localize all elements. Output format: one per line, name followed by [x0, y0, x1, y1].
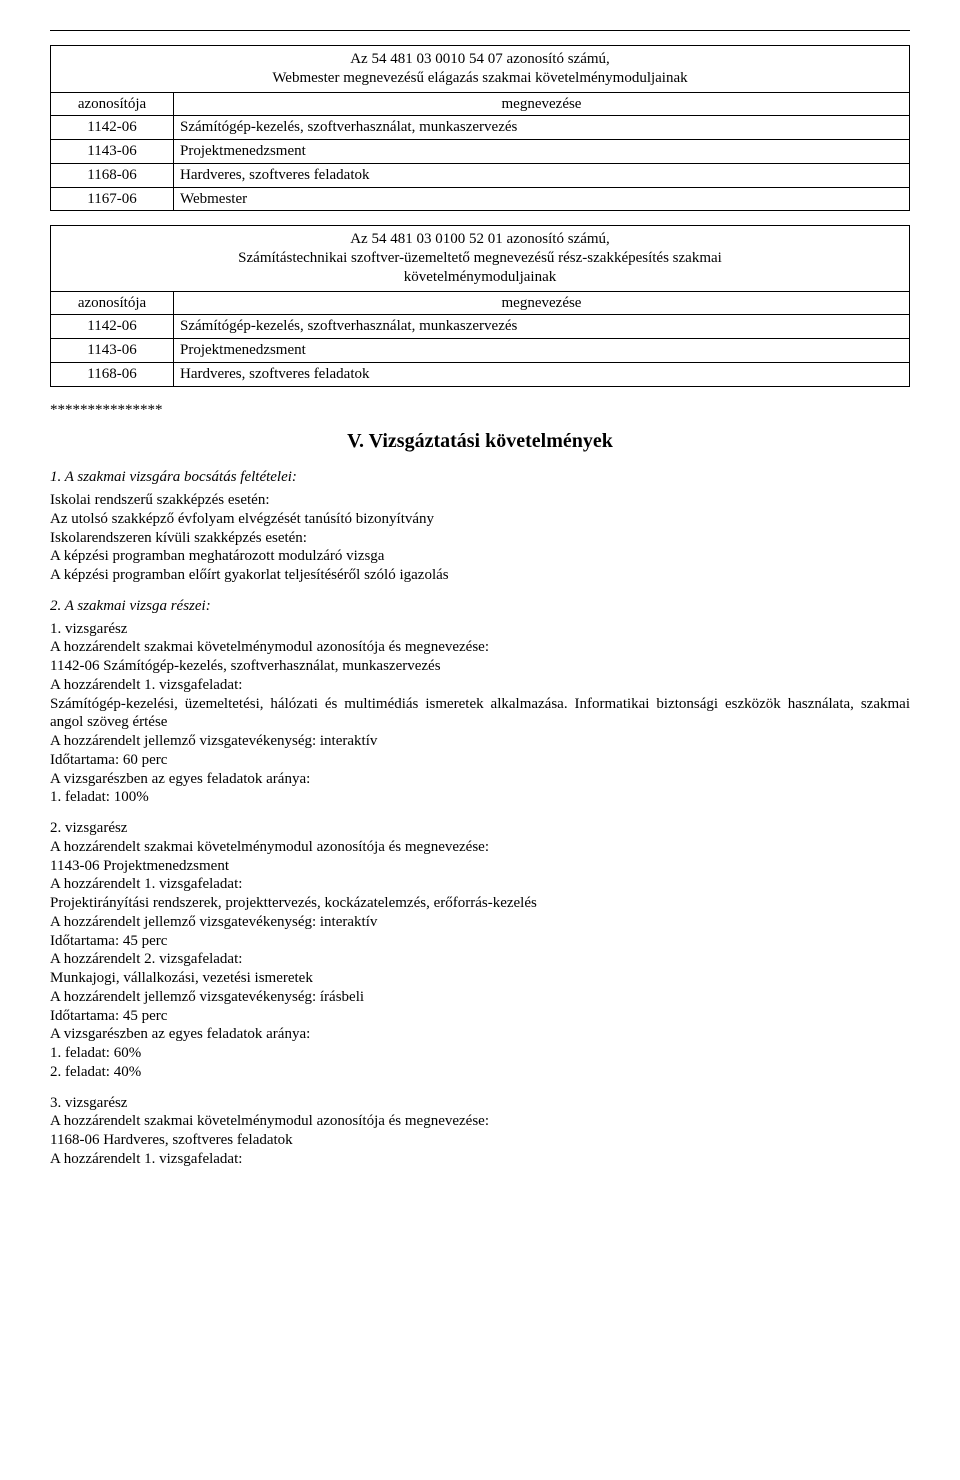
s1-l3: Iskolarendszeren kívüli szakképzés eseté…	[50, 529, 910, 548]
s2-p1-l7: Időtartama: 60 perc	[50, 751, 910, 770]
table1-title-line2: Webmester megnevezésű elágazás szakmai k…	[272, 70, 687, 86]
table2: Az 54 481 03 0100 52 01 azonosító számú,…	[50, 225, 910, 386]
table-row: 1143-06 Projektmenedzsment	[51, 140, 910, 164]
s2-p3-block: 3. vizsgarész A hozzárendelt szakmai köv…	[50, 1094, 910, 1169]
table1-row0-id: 1142-06	[51, 116, 174, 140]
s2-p2-l8: A hozzárendelt 2. vizsgafeladat:	[50, 950, 910, 969]
table2-title-line2: Számítástechnikai szoftver-üzemeltető me…	[238, 250, 722, 266]
table1-row3-name: Webmester	[174, 187, 910, 211]
stars-divider: ***************	[50, 401, 910, 420]
s2-p2-l11: Időtartama: 45 perc	[50, 1007, 910, 1026]
table-row: 1167-06 Webmester	[51, 187, 910, 211]
s2-p2-l13: 1. feladat: 60%	[50, 1044, 910, 1063]
s2-p3-l2: A hozzárendelt szakmai követelménymodul …	[50, 1112, 910, 1131]
s2-p1-l9: 1. feladat: 100%	[50, 788, 910, 807]
s2-p2-l5: Projektirányítási rendszerek, projektter…	[50, 894, 910, 913]
s1-heading: 1. A szakmai vizsgára bocsátás feltétele…	[50, 468, 910, 487]
s2-p1-l2: A hozzárendelt szakmai követelménymodul …	[50, 638, 910, 657]
table1-row1-id: 1143-06	[51, 140, 174, 164]
s1-l2: Az utolsó szakképző évfolyam elvégzését …	[50, 510, 910, 529]
s2-p1-l1: 1. vizsgarész	[50, 620, 910, 639]
s2-p1-l8: A vizsgarészben az egyes feladatok arány…	[50, 770, 910, 789]
s2-p3-l1: 3. vizsgarész	[50, 1094, 910, 1113]
table1-row2-name: Hardveres, szoftveres feladatok	[174, 163, 910, 187]
s2-p2-l14: 2. feladat: 40%	[50, 1063, 910, 1082]
table2-row1-name: Projektmenedzsment	[174, 339, 910, 363]
s2-p2-block: 2. vizsgarész A hozzárendelt szakmai köv…	[50, 819, 910, 1082]
s2-p2-l12: A vizsgarészben az egyes feladatok arány…	[50, 1025, 910, 1044]
s1-l5: A képzési programban előírt gyakorlat te…	[50, 566, 910, 585]
s2-p1-l6: A hozzárendelt jellemző vizsgatevékenysé…	[50, 732, 910, 751]
table2-title-line3: követelménymoduljainak	[404, 269, 556, 285]
s2-p1-block: 1. vizsgarész A hozzárendelt szakmai köv…	[50, 620, 910, 808]
table1-title-cell: Az 54 481 03 0010 54 07 azonosító számú,…	[51, 46, 910, 93]
table1-title-line1: Az 54 481 03 0010 54 07 azonosító számú,	[350, 51, 610, 67]
table2-title-cell: Az 54 481 03 0100 52 01 azonosító számú,…	[51, 226, 910, 291]
s2-heading: 2. A szakmai vizsga részei:	[50, 597, 910, 616]
s2-p2-l1: 2. vizsgarész	[50, 819, 910, 838]
table1-row1-name: Projektmenedzsment	[174, 140, 910, 164]
s1-block: Iskolai rendszerű szakképzés esetén: Az …	[50, 491, 910, 585]
section-heading: V. Vizsgáztatási követelmények	[50, 429, 910, 454]
s2-p2-l7: Időtartama: 45 perc	[50, 932, 910, 951]
table1: Az 54 481 03 0010 54 07 azonosító számú,…	[50, 45, 910, 211]
table1-col-name: megnevezése	[174, 92, 910, 116]
table2-col-name: megnevezése	[174, 291, 910, 315]
table1-col-id: azonosítója	[51, 92, 174, 116]
table2-title-line1: Az 54 481 03 0100 52 01 azonosító számú,	[350, 231, 610, 247]
s2-p2-l2: A hozzárendelt szakmai követelménymodul …	[50, 838, 910, 857]
table2-row1-id: 1143-06	[51, 339, 174, 363]
s2-p1-l3: 1142-06 Számítógép-kezelés, szoftverhasz…	[50, 657, 910, 676]
s2-p2-l10: A hozzárendelt jellemző vizsgatevékenysé…	[50, 988, 910, 1007]
s2-p2-l4: A hozzárendelt 1. vizsgafeladat:	[50, 875, 910, 894]
s2-p2-l6: A hozzárendelt jellemző vizsgatevékenysé…	[50, 913, 910, 932]
table2-row2-id: 1168-06	[51, 362, 174, 386]
table2-title-row: Az 54 481 03 0100 52 01 azonosító számú,…	[51, 226, 910, 291]
table-row: 1143-06 Projektmenedzsment	[51, 339, 910, 363]
table-row: 1168-06 Hardveres, szoftveres feladatok	[51, 163, 910, 187]
top-rule	[50, 30, 910, 31]
table-row: 1142-06 Számítógép-kezelés, szoftverhasz…	[51, 315, 910, 339]
s2-p2-l9: Munkajogi, vállalkozási, vezetési ismere…	[50, 969, 910, 988]
table2-row0-id: 1142-06	[51, 315, 174, 339]
table-row: 1142-06 Számítógép-kezelés, szoftverhasz…	[51, 116, 910, 140]
table2-row2-name: Hardveres, szoftveres feladatok	[174, 362, 910, 386]
s2-p1-l4: A hozzárendelt 1. vizsgafeladat:	[50, 676, 910, 695]
table2-col-id: azonosítója	[51, 291, 174, 315]
s2-p1-l5: Számítógép-kezelési, üzemeltetési, hálóz…	[50, 695, 910, 733]
s2-p3-l3: 1168-06 Hardveres, szoftveres feladatok	[50, 1131, 910, 1150]
s2-p2-l3: 1143-06 Projektmenedzsment	[50, 857, 910, 876]
table1-title-row: Az 54 481 03 0010 54 07 azonosító számú,…	[51, 46, 910, 93]
table2-row0-name: Számítógép-kezelés, szoftverhasználat, m…	[174, 315, 910, 339]
table2-header-row: azonosítója megnevezése	[51, 291, 910, 315]
s1-l4: A képzési programban meghatározott modul…	[50, 547, 910, 566]
s2-p3-l4: A hozzárendelt 1. vizsgafeladat:	[50, 1150, 910, 1169]
table1-row0-name: Számítógép-kezelés, szoftverhasználat, m…	[174, 116, 910, 140]
table1-row2-id: 1168-06	[51, 163, 174, 187]
table1-header-row: azonosítója megnevezése	[51, 92, 910, 116]
table-row: 1168-06 Hardveres, szoftveres feladatok	[51, 362, 910, 386]
table1-row3-id: 1167-06	[51, 187, 174, 211]
s1-l1: Iskolai rendszerű szakképzés esetén:	[50, 491, 910, 510]
